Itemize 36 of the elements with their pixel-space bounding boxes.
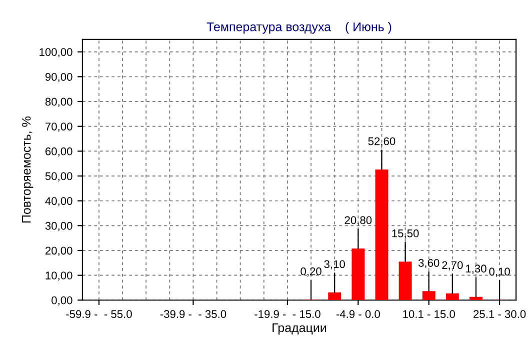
bar [422,291,436,300]
x-tick-label: 10.1 - 15.0 [403,310,455,318]
y-tick-label: 70,00 [46,122,72,132]
data-label: 2,70 [442,261,463,270]
chart-title: Температура воздуха ( Июнь ) [206,22,392,34]
y-tick-label: 50,00 [45,172,72,182]
x-tick-label: -39.9 - - 35.0 [160,310,226,318]
y-tick-label: 40,00 [45,197,72,206]
data-label: 20,80 [344,216,372,226]
y-tick-label: 20,00 [45,246,72,256]
x-tick-label: -19.9 - - 15.0 [254,310,320,318]
data-label: 1,30 [466,264,486,274]
bar [375,170,388,300]
x-axis-title: Градации [272,323,326,335]
data-label: 0,10 [489,268,510,277]
y-tick-label: 100,00 [40,48,72,58]
bar [398,262,412,300]
y-axis-title: Повторяемость, % [22,116,34,222]
y-tick-label: 80,00 [45,98,72,107]
bar [446,293,459,300]
x-tick-label: 25.1 - 30.0 [474,310,526,318]
x-tick-label: -59.9 - - 55.0 [66,310,132,318]
x-tick-label: -4.9 - 0.0 [336,310,380,318]
bar [352,248,365,300]
bar [328,292,342,300]
y-tick-label: 90,00 [45,72,72,82]
y-tick-label: 30,00 [45,222,72,232]
data-label: 0,20 [300,267,322,277]
data-label: 15,50 [392,229,419,239]
y-tick-label: 10,00 [46,272,72,281]
bar [470,296,482,300]
y-tick-label: 60,00 [46,147,72,157]
data-label: 52,60 [368,137,396,146]
y-tick-label: 0,00 [52,296,72,306]
data-label: 3,10 [324,260,345,270]
data-label: 3,60 [418,258,440,268]
